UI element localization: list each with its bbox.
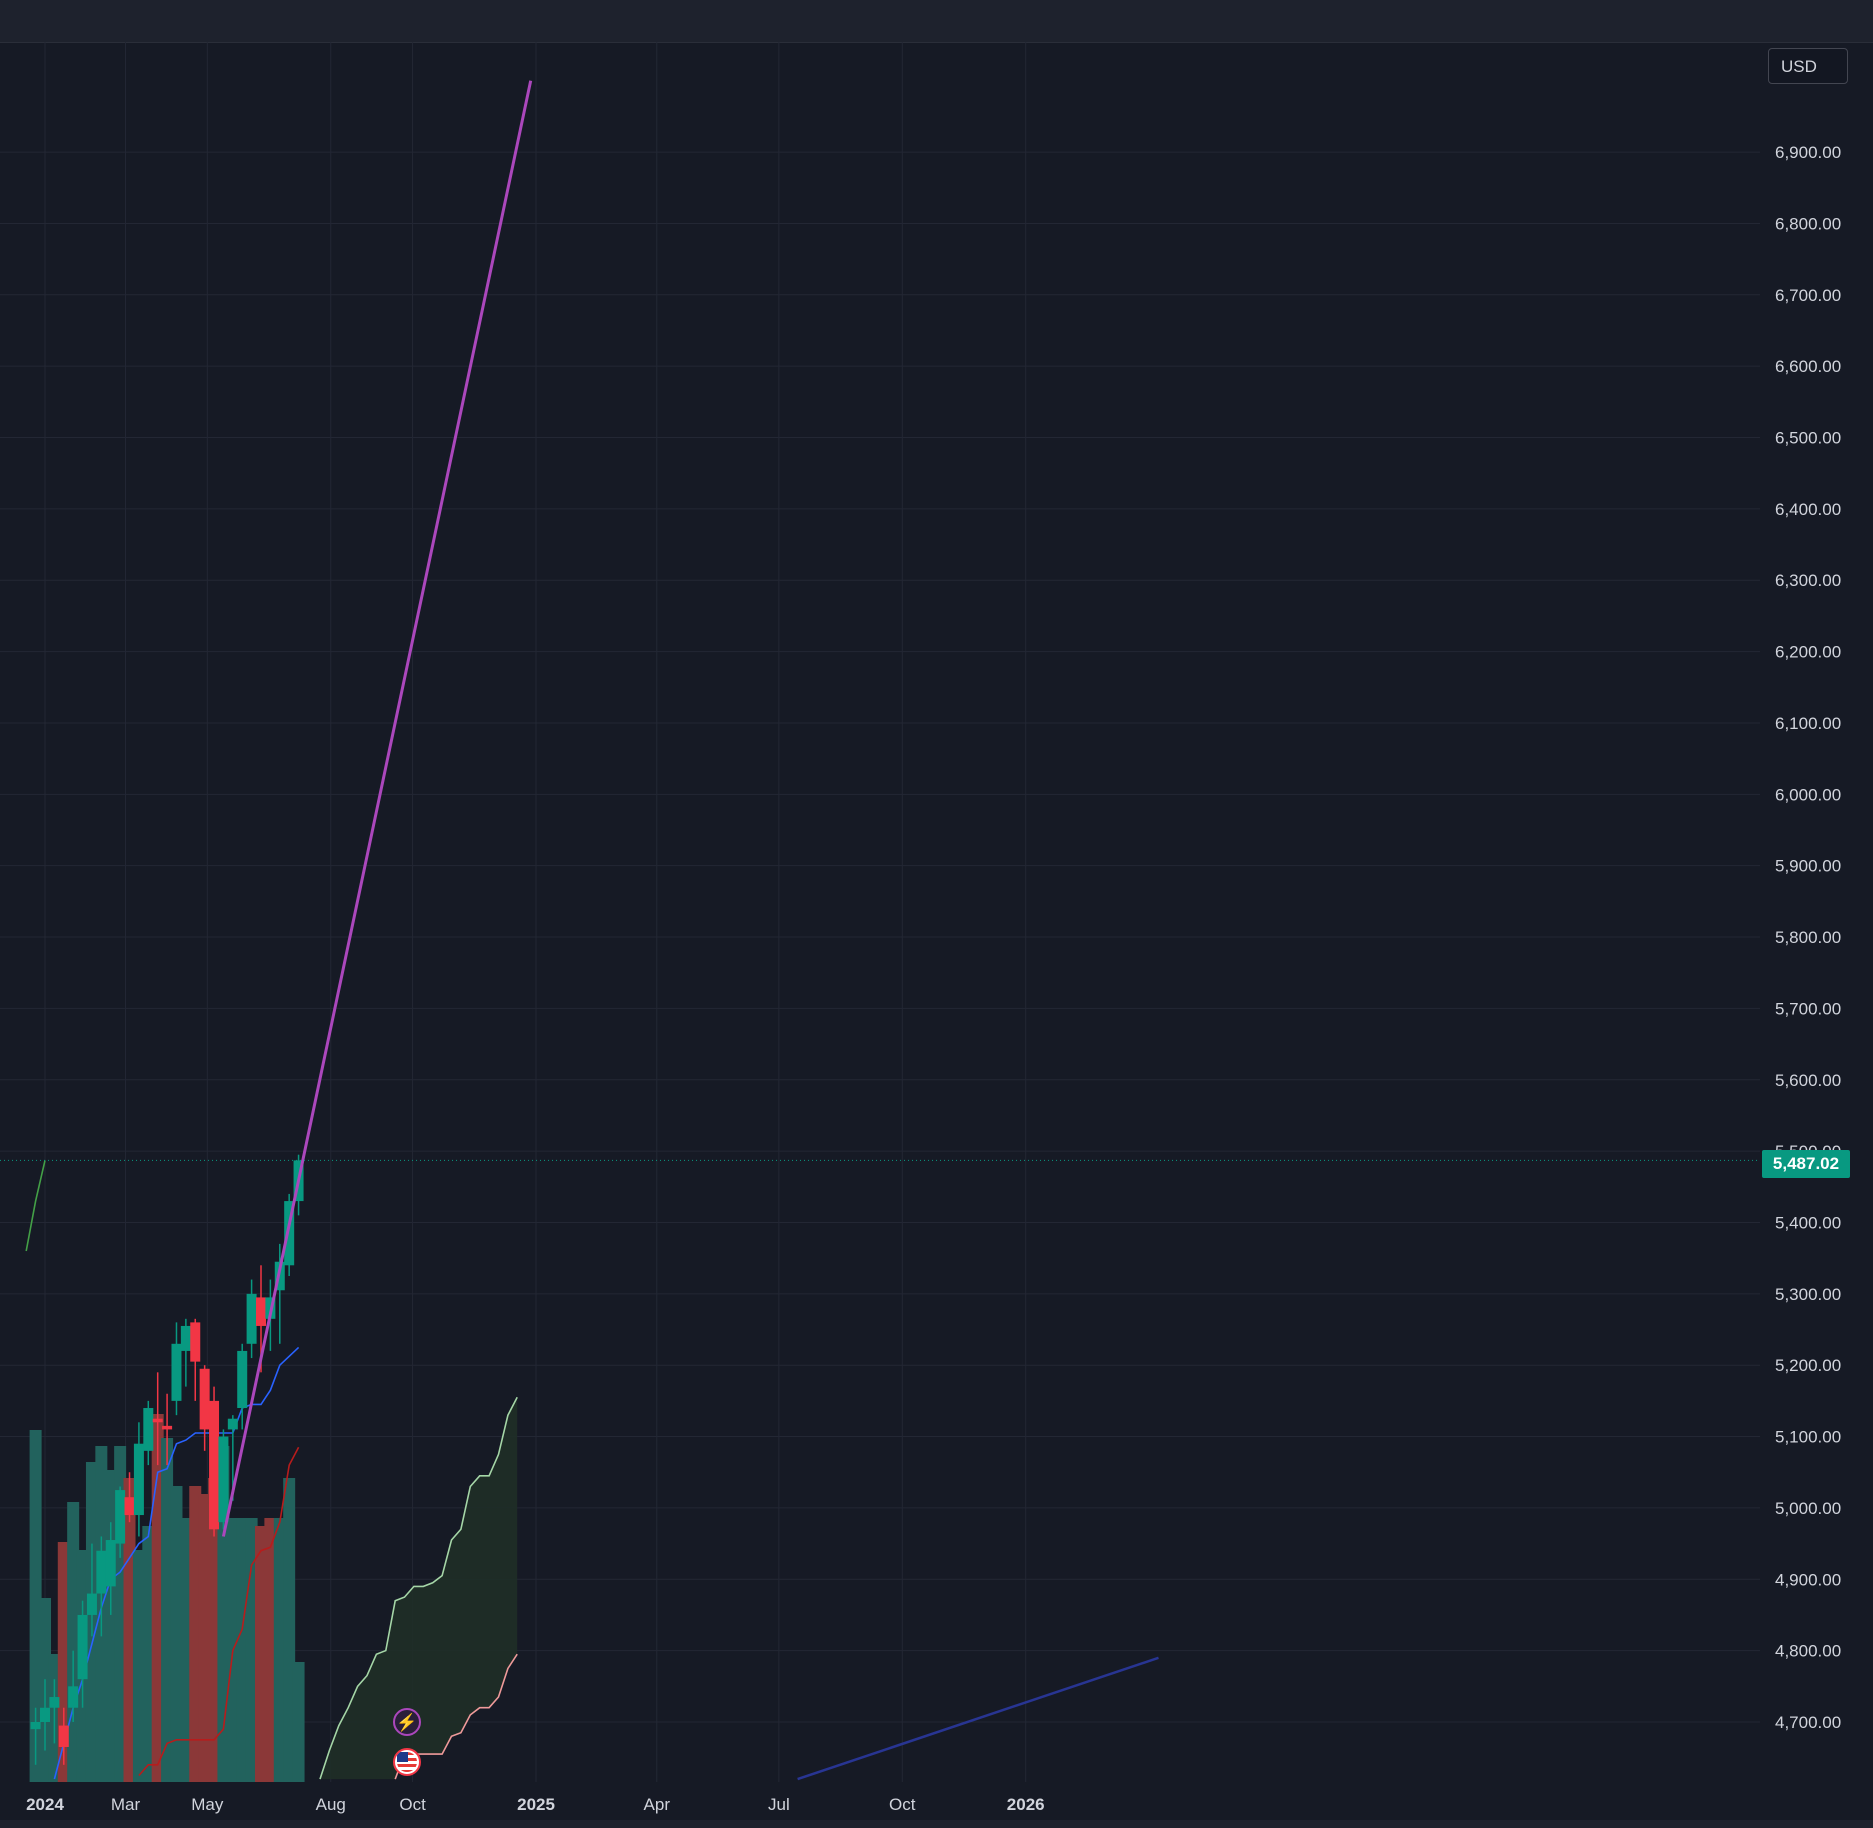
y-tick-label: 5,300.00 [1775, 1285, 1841, 1304]
volume-bar [254, 1526, 267, 1782]
candle-body [218, 1436, 229, 1523]
y-tick-label: 6,900.00 [1775, 143, 1841, 162]
candle-body [49, 1697, 60, 1708]
y-tick-label: 6,800.00 [1775, 214, 1841, 233]
candle-body [86, 1593, 97, 1615]
y-tick-label: 5,800.00 [1775, 928, 1841, 947]
currency-button[interactable]: USD [1768, 48, 1848, 84]
candle-body [284, 1201, 295, 1266]
y-tick-label: 5,600.00 [1775, 1071, 1841, 1090]
candle-body [133, 1443, 144, 1516]
kijun-line [138, 1446, 300, 1777]
y-tick-label: 5,200.00 [1775, 1356, 1841, 1375]
y-tick-label: 5,900.00 [1775, 857, 1841, 876]
volume-bar [67, 1502, 80, 1782]
y-tick-label: 6,600.00 [1775, 357, 1841, 376]
volume-bar [245, 1518, 258, 1782]
y-tick-label: 6,700.00 [1775, 286, 1841, 305]
candle-body [96, 1550, 107, 1594]
volume-bar [179, 1518, 192, 1782]
candle-body [68, 1686, 79, 1708]
candle-body [199, 1368, 210, 1430]
x-tick-label: Mar [111, 1795, 141, 1814]
y-tick-label: 4,700.00 [1775, 1713, 1841, 1732]
volume-bar [161, 1438, 174, 1782]
candle-body [227, 1418, 238, 1430]
volume-bar [283, 1478, 296, 1782]
x-tick-label: 2024 [26, 1795, 64, 1814]
y-tick-label: 5,100.00 [1775, 1428, 1841, 1447]
y-tick-label: 6,000.00 [1775, 785, 1841, 804]
y-tick-label: 6,200.00 [1775, 643, 1841, 662]
candle-body [40, 1707, 50, 1722]
candle-body [162, 1425, 173, 1430]
y-tick-label: 6,500.00 [1775, 429, 1841, 448]
candle-body [30, 1722, 41, 1730]
y-tick-label: 4,800.00 [1775, 1642, 1841, 1661]
volume-bar [151, 1414, 164, 1782]
y-tick-label: 6,300.00 [1775, 571, 1841, 590]
ichimoku-cloud [320, 1397, 518, 1780]
lightning-icon[interactable]: ⚡ [393, 1708, 421, 1736]
x-tick-label: 2026 [1007, 1795, 1045, 1814]
candle-body [190, 1322, 201, 1362]
candle-body [77, 1614, 88, 1680]
volume-bar [292, 1662, 305, 1782]
candle-body [209, 1400, 220, 1530]
candle-body [143, 1408, 154, 1451]
y-tick-label: 4,900.00 [1775, 1570, 1841, 1589]
y-tick-label: 6,400.00 [1775, 500, 1841, 519]
candle-body [180, 1325, 191, 1351]
candle-body [124, 1497, 135, 1516]
x-tick-label: Oct [889, 1795, 916, 1814]
y-tick-label: 5,700.00 [1775, 999, 1841, 1018]
volume-bar [57, 1542, 70, 1782]
x-tick-label: Jul [768, 1795, 790, 1814]
candle-body [246, 1293, 257, 1344]
x-tick-label: Apr [644, 1795, 671, 1814]
trendline-line [221, 80, 533, 1537]
cloud-upper-line [319, 1396, 518, 1780]
volume-bar [273, 1518, 286, 1782]
x-tick-label: May [191, 1795, 224, 1814]
volume-bar [189, 1486, 202, 1782]
candle-body [237, 1350, 248, 1409]
bottom-bar [0, 1820, 1873, 1828]
candle-body [171, 1343, 182, 1401]
x-tick-label: 2025 [517, 1795, 555, 1814]
x-tick-label: Aug [316, 1795, 346, 1814]
y-tick-label: 6,100.00 [1775, 714, 1841, 733]
volume-bar [264, 1518, 277, 1782]
volume-bar [198, 1494, 211, 1782]
candle-body [152, 1418, 163, 1423]
top-toolbar [0, 0, 1873, 43]
candle-body [58, 1725, 69, 1747]
volume-bar [236, 1518, 249, 1782]
volume-bar [132, 1550, 145, 1782]
volume-bar [208, 1478, 221, 1782]
volume-bar [142, 1526, 155, 1782]
green-line-line [25, 1160, 46, 1252]
y-tick-label: 5,400.00 [1775, 1213, 1841, 1232]
candle-body [105, 1540, 116, 1587]
y-tick-label: 5,000.00 [1775, 1499, 1841, 1518]
long-trend-line [797, 1656, 1159, 1781]
us-flag-icon[interactable] [393, 1748, 421, 1776]
volume-bar [29, 1430, 42, 1782]
current-price-label: 5,487.02 [1762, 1150, 1850, 1178]
x-tick-label: Oct [399, 1795, 426, 1814]
volume-bar [170, 1486, 183, 1782]
candle-body [115, 1490, 126, 1544]
candle-body [255, 1297, 266, 1326]
plot-area [25, 80, 1159, 1782]
